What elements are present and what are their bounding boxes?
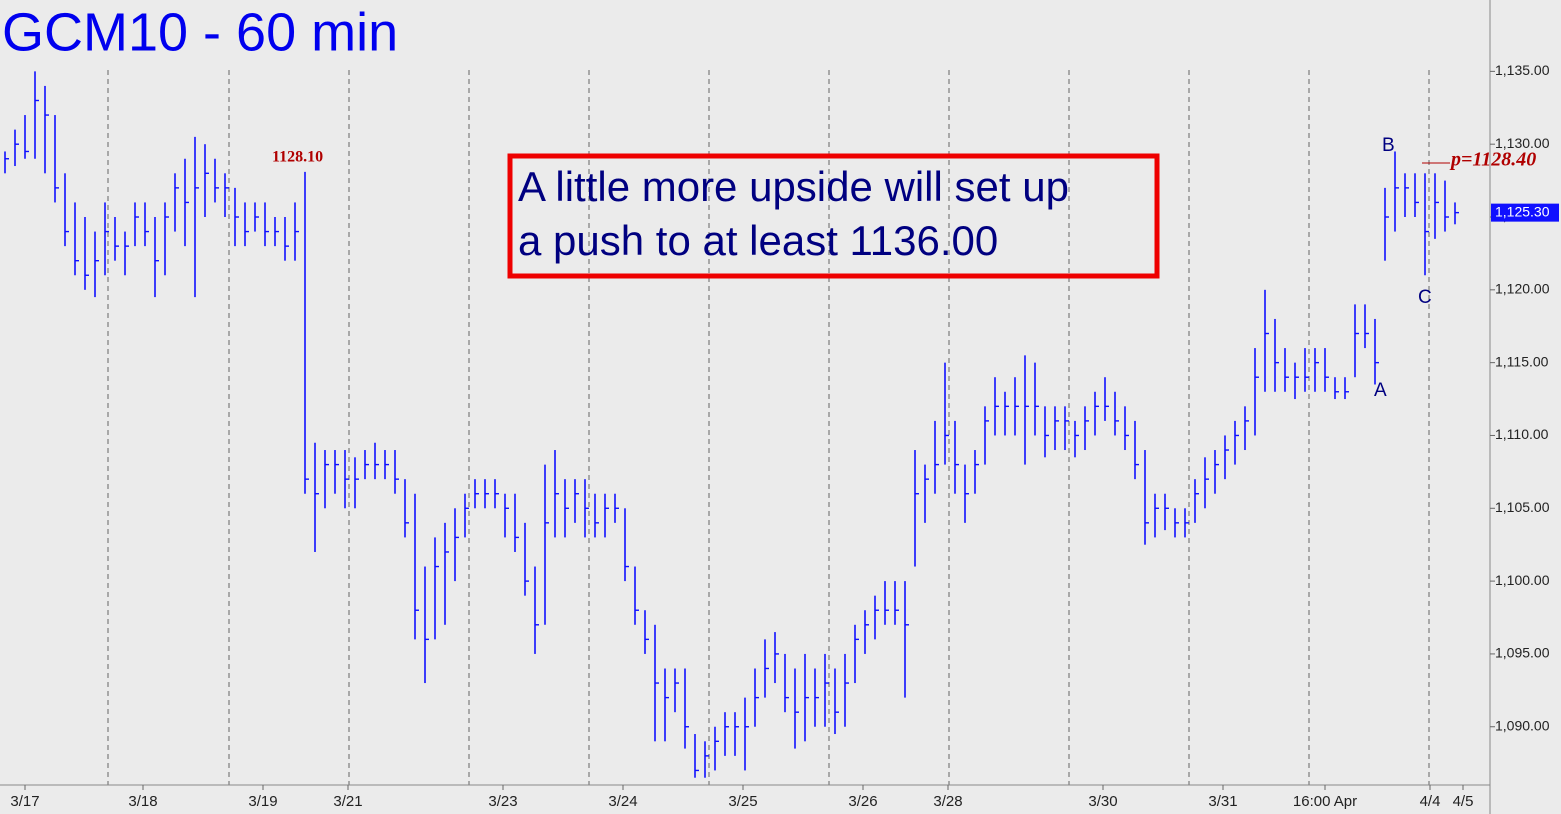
x-tick-label: 3/18	[128, 793, 157, 810]
chart-title: GCM10 - 60 min	[2, 2, 398, 62]
x-tick-label: 3/28	[933, 793, 962, 810]
callout-text: a push to at least 1136.00	[518, 217, 998, 264]
wave-label: A	[1374, 380, 1387, 401]
wave-label: B	[1382, 135, 1395, 156]
y-tick-label: 1,115.00	[1495, 353, 1549, 369]
y-tick-label: 1,100.00	[1495, 572, 1550, 588]
callout-text: A little more upside will set up	[518, 163, 1069, 210]
y-tick-label: 1,090.00	[1495, 717, 1550, 733]
x-tick-label: 3/23	[488, 793, 517, 810]
y-tick-label: 1,130.00	[1495, 135, 1550, 151]
callout-box	[507, 153, 1160, 279]
x-tick-label: 3/17	[10, 793, 39, 810]
x-tick-label: 3/21	[333, 793, 362, 810]
x-tick-label: 3/24	[608, 793, 637, 810]
last-price-box	[1491, 203, 1559, 222]
x-tick-label: 3/19	[248, 793, 277, 810]
x-tick-label: 3/26	[848, 793, 877, 810]
x-tick-label: 3/30	[1088, 793, 1117, 810]
y-tick-label: 1,105.00	[1495, 499, 1550, 515]
annotation-target: p=1128.40	[1449, 149, 1536, 171]
plot-area	[4, 70, 1459, 785]
x-tick-label: 3/25	[728, 793, 757, 810]
wave-label: C	[1418, 287, 1432, 308]
y-tick-label: 1,110.00	[1495, 426, 1549, 442]
y-tick-label: 1,120.00	[1495, 281, 1550, 297]
x-tick-label: 4/5	[1453, 793, 1474, 810]
last-price-label: 1,125.30	[1495, 203, 1550, 219]
annotation-high: 1128.10	[272, 149, 323, 166]
x-tick-label: 4/4	[1420, 793, 1441, 810]
y-tick-label: 1,135.00	[1495, 62, 1550, 78]
x-tick-label: 3/31	[1208, 793, 1237, 810]
y-tick-label: 1,095.00	[1495, 645, 1550, 661]
x-tick-label: 16:00 Apr	[1293, 793, 1357, 810]
